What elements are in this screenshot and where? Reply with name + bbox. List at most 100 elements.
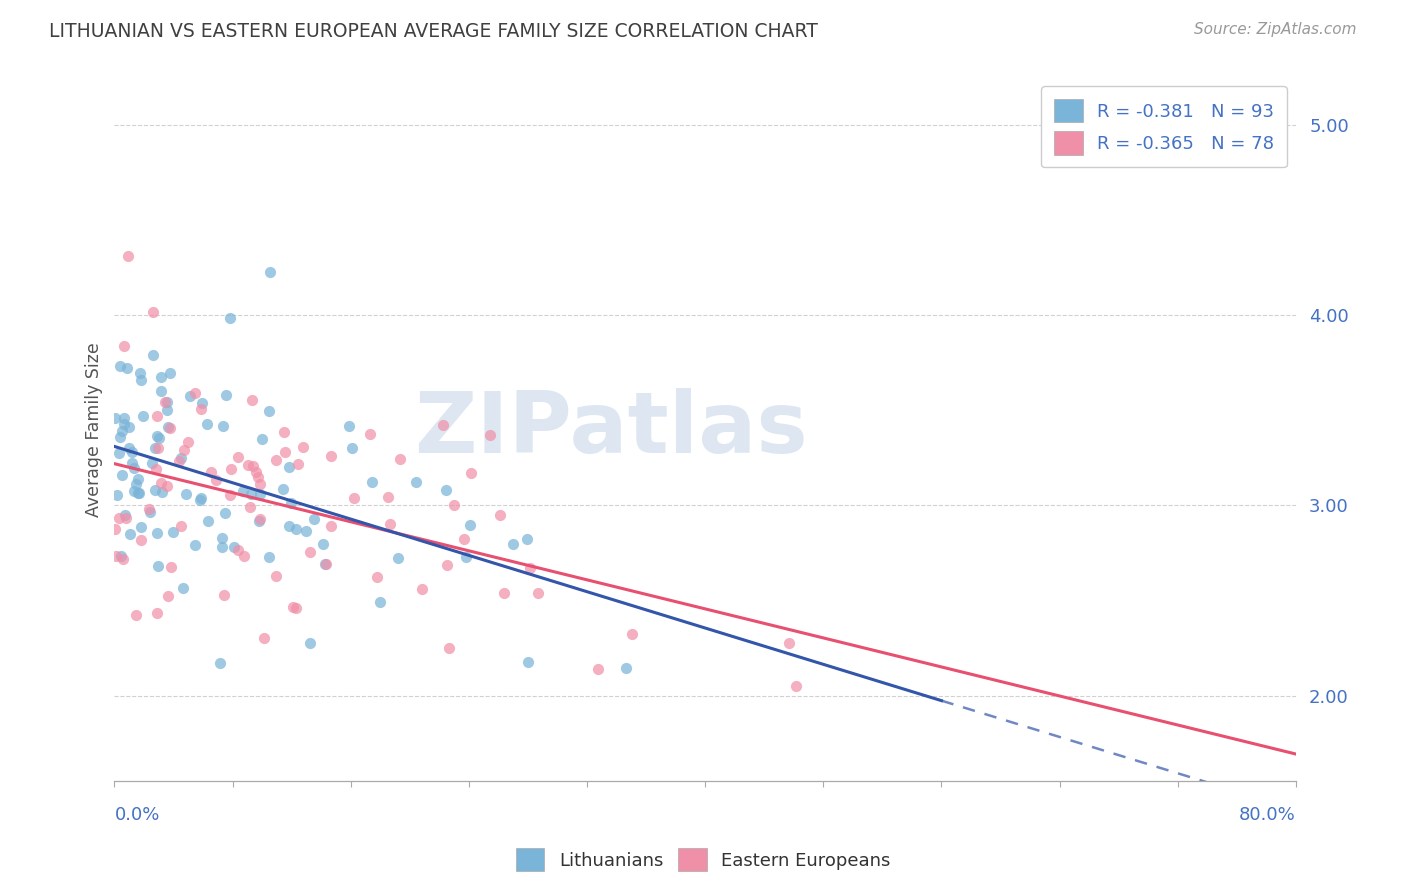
Point [219, 488, 242, 502]
Point [245, 466, 267, 480]
Point [112, 417, 135, 431]
Point [343, 491, 366, 506]
Point [118, 420, 141, 434]
Point [184, 538, 207, 552]
Point [211, 541, 233, 555]
Point [124, 461, 146, 475]
Text: LITHUANIAN VS EASTERN EUROPEAN AVERAGE FAMILY SIZE CORRELATION CHART: LITHUANIAN VS EASTERN EUROPEAN AVERAGE F… [49, 22, 818, 41]
Point [156, 590, 179, 604]
Point [148, 559, 170, 574]
Point [458, 517, 481, 532]
Point [107, 446, 129, 460]
Point [111, 467, 134, 482]
Point [188, 492, 211, 507]
Point [127, 486, 149, 500]
Point [387, 551, 409, 566]
Point [249, 477, 271, 491]
Point [118, 441, 141, 455]
Point [226, 543, 249, 558]
Point [155, 403, 177, 417]
Point [236, 458, 259, 472]
Point [215, 388, 238, 402]
Text: ZIPatlas: ZIPatlas [413, 388, 807, 471]
Point [156, 479, 179, 493]
Point [247, 514, 270, 528]
Point [124, 483, 146, 498]
Point [240, 392, 263, 407]
Text: 0.0%: 0.0% [114, 806, 160, 824]
Point [112, 552, 135, 566]
Point [150, 485, 173, 500]
Point [179, 389, 201, 403]
Point [517, 655, 540, 669]
Point [287, 457, 309, 471]
Point [280, 496, 302, 510]
Point [340, 442, 363, 456]
Point [246, 470, 269, 484]
Point [277, 519, 299, 533]
Point [111, 424, 134, 438]
Point [212, 418, 235, 433]
Point [211, 531, 233, 545]
Point [146, 606, 169, 620]
Point [443, 498, 465, 512]
Point [302, 512, 325, 526]
Point [112, 410, 135, 425]
Point [114, 508, 136, 523]
Point [104, 410, 127, 425]
Point [200, 465, 222, 479]
Point [190, 401, 212, 416]
Point [239, 487, 262, 501]
Point [319, 450, 342, 464]
Point [295, 524, 318, 538]
Point [145, 462, 167, 476]
Point [146, 525, 169, 540]
Point [115, 361, 138, 376]
Point [162, 525, 184, 540]
Point [488, 508, 510, 522]
Point [502, 536, 524, 550]
Point [778, 636, 800, 650]
Point [160, 560, 183, 574]
Point [249, 512, 271, 526]
Point [129, 519, 152, 533]
Point [494, 586, 516, 600]
Point [131, 533, 153, 548]
Point [299, 545, 322, 559]
Point [377, 491, 399, 505]
Point [253, 632, 276, 646]
Point [264, 568, 287, 582]
Point [104, 522, 127, 536]
Point [453, 532, 475, 546]
Point [143, 441, 166, 455]
Point [478, 428, 501, 442]
Point [107, 511, 129, 525]
Point [620, 627, 643, 641]
Point [285, 522, 308, 536]
Point [314, 558, 336, 572]
Point [177, 434, 200, 449]
Point [169, 518, 191, 533]
Point [411, 582, 433, 596]
Point [232, 483, 254, 498]
Point [519, 561, 541, 575]
Point [616, 661, 638, 675]
Point [370, 595, 392, 609]
Point [218, 310, 240, 325]
Point [143, 483, 166, 497]
Point [361, 475, 384, 489]
Point [460, 466, 482, 480]
Point [159, 421, 181, 435]
Point [157, 420, 180, 434]
Legend: R = -0.381   N = 93, R = -0.365   N = 78: R = -0.381 N = 93, R = -0.365 N = 78 [1042, 87, 1286, 167]
Point [173, 443, 195, 458]
Point [104, 549, 127, 563]
Point [159, 366, 181, 380]
Point [141, 456, 163, 470]
Point [153, 394, 176, 409]
Point [388, 452, 411, 467]
Point [239, 500, 262, 514]
Point [205, 473, 228, 487]
Point [214, 506, 236, 520]
Point [149, 370, 172, 384]
